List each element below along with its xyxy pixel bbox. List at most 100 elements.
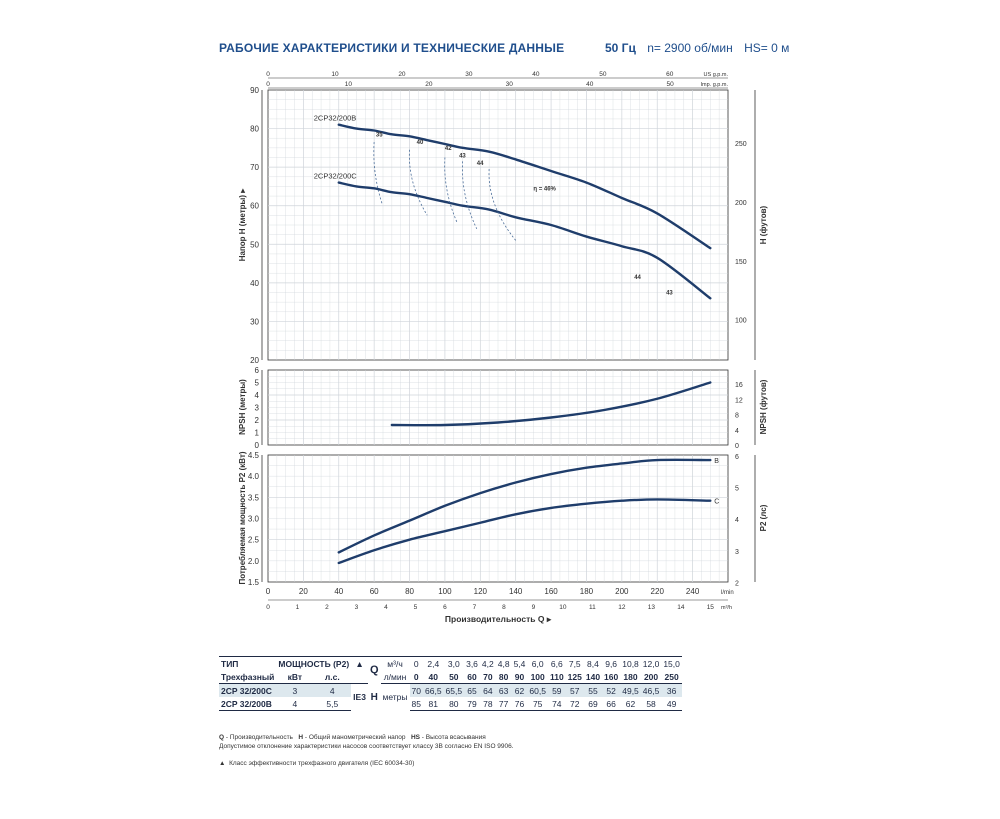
y-tick-label: 80 [250,125,259,134]
x-tick-lmin: 100 [438,587,452,596]
type-header: ТИП [219,656,277,670]
q-lmin-cell: 140 [583,670,603,684]
efficiency-isoline [488,169,517,241]
head-cell: 63 [495,683,512,697]
x-tick-m3h: 12 [618,604,626,611]
q-abbr-text: - Производительность [224,734,293,741]
head-cell: 80 [443,697,465,711]
head-cell: 49 [661,697,682,711]
y2-tick-label: 5 [735,486,739,493]
head-cell: 64 [479,683,496,697]
y-tick-label: 30 [250,317,259,326]
q-m3h-cell: 12,0 [640,656,662,670]
power-header: МОЩНОСТЬ (P2) [276,656,352,670]
efficiency-label: 40 [417,140,424,146]
x-tick-lmin: 80 [405,587,414,596]
hp-cell: 4 [313,683,352,697]
head-cell: 65,5 [443,683,465,697]
x-tick-m3h: 10 [559,604,567,611]
y-tick-label: 3.5 [248,493,260,502]
x-tick-m3h: 15 [707,604,715,611]
performance-charts: 203040506070809001234561.52.02.53.03.54.… [238,71,768,624]
head-cell: 81 [423,697,444,711]
x-tick-m3h: 0 [266,604,270,611]
head-cell: 69 [583,697,603,711]
x-tick-m3h: 9 [532,604,536,611]
y2-tick-label: 8 [735,413,739,420]
efficiency-label: η = 46% [533,186,556,192]
q-m3h-cell: 3,6 [464,656,480,670]
usgpm-tick: 0 [266,71,270,78]
y-tick-label: 1 [255,429,260,438]
q-lmin-cell: 60 [464,670,480,684]
q-header: Q [367,656,381,684]
kw-cell: 3 [276,683,314,697]
y-tick-label: 0 [255,441,260,450]
x-tick-lmin: 180 [580,587,594,596]
triangle-icon: ▲ [219,760,226,767]
series-label: 2CP32/200B [314,114,357,123]
head-cell: 65 [464,683,480,697]
impgpm-tick: 40 [586,81,594,88]
y-tick-label: 2.5 [248,536,260,545]
y2-tick-label: 0 [735,443,739,450]
head-cell: 72 [565,697,584,711]
efficiency-label: 44 [477,161,484,167]
model-cell: 2CP 32/200C [219,683,277,697]
series-label: B [714,458,719,465]
unit-lmin: л/мин [380,670,410,684]
head-cell: 77 [495,697,512,711]
x-tick-lmin: 20 [299,587,308,596]
q-m3h-cell: 3,0 [443,656,465,670]
q-m3h-cell: 9,6 [602,656,621,670]
y-tick-label: 4 [255,391,260,400]
y2-tick-label: 150 [735,259,747,266]
x-tick-lmin: 0 [266,587,271,596]
ie-class-note: ▲ Класс эффективности трехфазного двигат… [219,760,414,767]
x-tick-lmin: 220 [651,587,665,596]
q-m3h-cell: 0 [409,656,423,670]
speed-label: n= 2900 об/мин [647,41,733,55]
y2-tick-label: 12 [735,397,743,404]
power-axis-title: Потребляемая мощность P2 (кВт) [238,451,247,584]
x-tick-m3h: 14 [677,604,685,611]
x-tick-m3h: 8 [502,604,506,611]
x-tick-m3h: 1 [296,604,300,611]
x-tick-m3h: 7 [473,604,477,611]
x-tick-m3h: 5 [414,604,418,611]
usgpm-unit: US g.p.m. [704,72,729,78]
y-tick-label: 2 [255,416,260,425]
operating-conditions: 50 Гц n= 2900 об/мин HS= 0 м [605,41,797,55]
q-lmin-cell: 40 [423,670,444,684]
head-cell: 49,5 [620,683,641,697]
impgpm-tick: 0 [266,81,270,88]
y-tick-label: 4.5 [248,451,260,460]
q-lmin-cell: 100 [527,670,548,684]
efficiency-isoline [461,161,478,230]
head-cell: 79 [464,697,480,711]
head-cell: 57 [565,683,584,697]
x-axis-title: Производительность Q ▸ [445,614,552,624]
y-tick-label: 50 [250,240,259,249]
head-cell: 70 [409,683,423,697]
head-axis-title: Напор H (метры) ▸ [238,188,247,262]
efficiency-isoline [373,142,383,204]
three-phase-header: Трехфазный [219,670,277,684]
triangle-icon: ▲ [351,656,368,670]
abbreviations-note: Q - Производительность H - Общий маномет… [219,733,514,742]
usgpm-tick: 40 [532,71,540,78]
npsh-curve [390,381,712,427]
tolerance-note: Допустимое отклонение характеристики нас… [219,743,514,750]
y2-tick-label: 200 [735,200,747,207]
efficiency-label: 35 [376,132,383,138]
y-tick-label: 20 [250,356,259,365]
head-cell: 62 [511,683,528,697]
npsh-ft-axis-title: NPSH (футов) [759,379,768,434]
frequency-label: 50 Гц [605,41,636,55]
legend-notes: Q - Производительность H - Общий маномет… [219,733,514,751]
efficiency-label: 43 [666,290,673,296]
npsh-axis-title: NPSH (метры) [238,379,247,435]
hp-header: л.с. [313,670,352,684]
y-tick-label: 2.0 [248,557,260,566]
